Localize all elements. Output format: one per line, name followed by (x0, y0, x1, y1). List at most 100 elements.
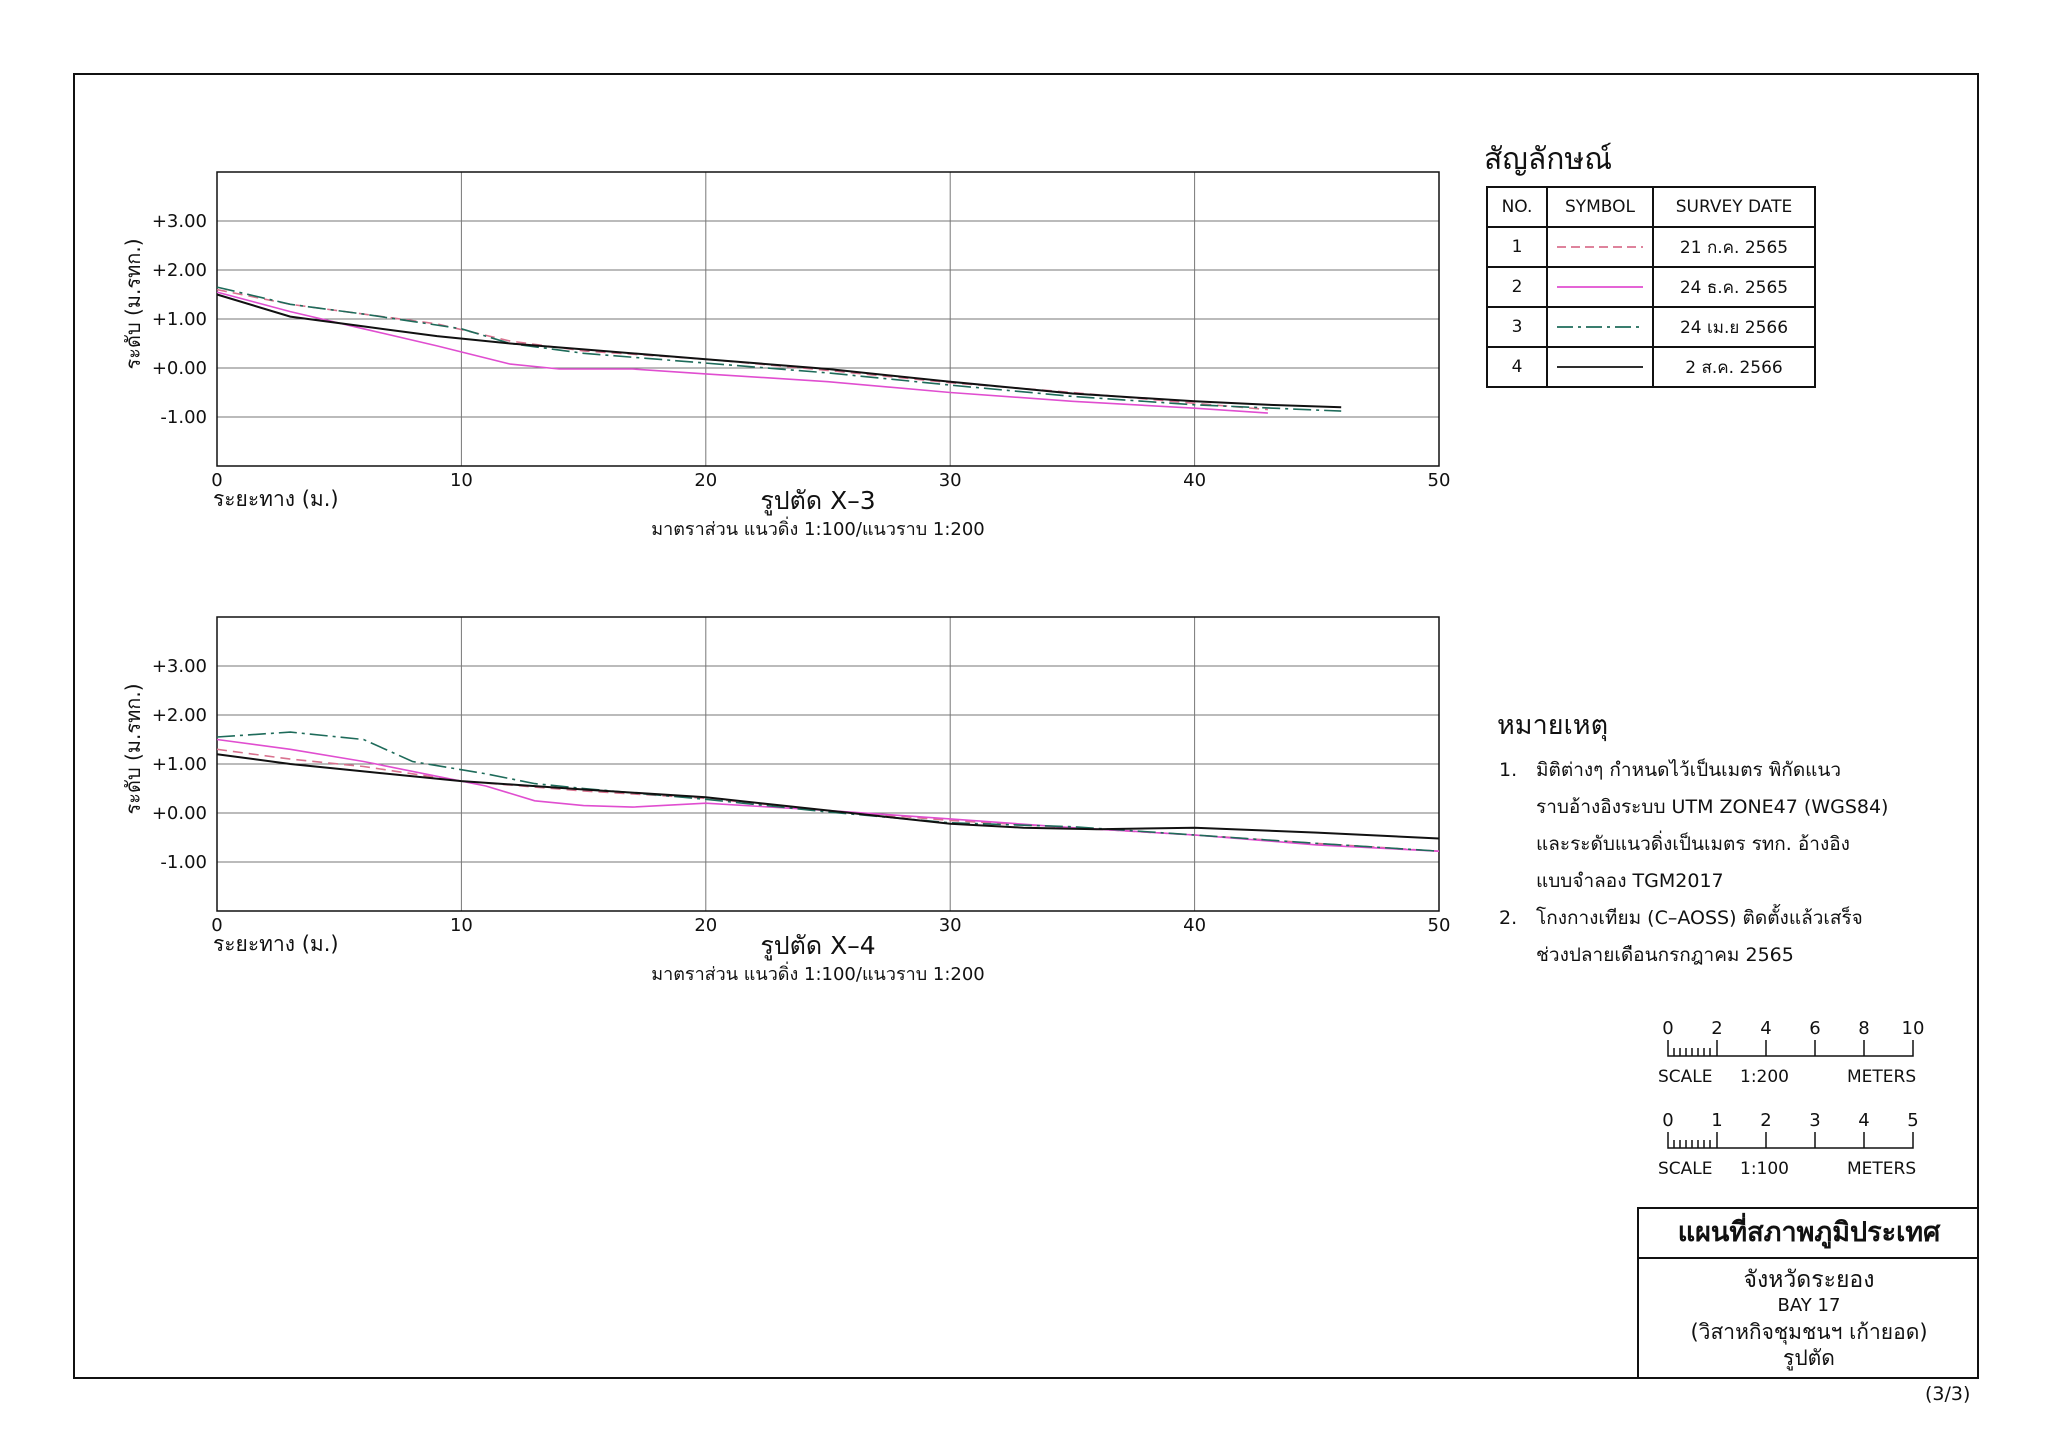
y-axis-label: ระดับ (ม.รทก.) (121, 238, 145, 369)
scale-label: SCALE (1658, 1159, 1713, 1179)
legend-symbol-dash-dot (1546, 306, 1654, 348)
legend-row-no: 4 (1486, 346, 1548, 388)
legend-header-no: NO. (1486, 186, 1548, 228)
x-axis-label: ระยะทาง (ม.) (213, 932, 339, 956)
scale-label: SCALE (1658, 1067, 1713, 1087)
series-line-4 (216, 293, 1342, 409)
x-axis-label: ระยะทาง (ม.) (213, 487, 339, 511)
scale-bars: 0 2 4 6 8 10 SCALE 1:200 METERS 0 1 2 3 … (1658, 1018, 1925, 1179)
title-block: แผนที่สภาพภูมิประเทศ จังหวัดระยอง BAY 17… (1637, 1207, 1979, 1379)
note-text: โกงกางเทียม (C–AOSS) ติดตั้งแล้วเสร็จ ช่… (1536, 900, 1939, 974)
note-line: โกงกางเทียม (C–AOSS) ติดตั้งแล้วเสร็จ (1536, 907, 1863, 929)
x-tick-label: 50 (1428, 915, 1451, 936)
x-tick-label: 0 (211, 470, 222, 491)
x-tick-label: 20 (694, 915, 717, 936)
legend-row-date: 21 ก.ค. 2565 (1652, 226, 1816, 268)
note-line: ช่วงปลายเดือนกรกฎาคม 2565 (1536, 944, 1794, 966)
scale-tick-label: 2 (1760, 1110, 1771, 1131)
legend-row-date: 2 ส.ค. 2566 (1652, 346, 1816, 388)
legend-row-no: 3 (1486, 306, 1548, 348)
legend-symbol-solid-magenta (1546, 266, 1654, 308)
legend-row-no: 1 (1486, 226, 1548, 268)
x-tick-label: 20 (694, 470, 717, 491)
legend-row-date: 24 ธ.ค. 2565 (1652, 266, 1816, 308)
legend-row: 1 21 ก.ค. 2565 (1486, 226, 1816, 268)
y-tick-label: +0.00 (152, 358, 207, 379)
note-text: มิติต่างๆ กำหนดไว้เป็นเมตร พิกัดแนว ราบอ… (1536, 752, 1939, 900)
scale-tick-label: 3 (1809, 1110, 1820, 1131)
x-tick-label: 40 (1183, 470, 1206, 491)
y-tick-label: +3.00 (152, 656, 207, 677)
x-tick-label: 50 (1428, 470, 1451, 491)
scale-tick-label: 5 (1907, 1110, 1918, 1131)
series-line-1 (216, 288, 1268, 411)
y-axis-label: ระดับ (ม.รทก.) (121, 683, 145, 814)
y-tick-label: +1.00 (152, 754, 207, 775)
x-tick-label: 30 (939, 470, 962, 491)
section-scale-subtitle: มาตราส่วน แนวดิ่ง 1:100/แนวราบ 1:200 (651, 961, 985, 985)
title-block-province: จังหวัดระยอง (1743, 1267, 1875, 1293)
legend-row: 4 2 ส.ค. 2566 (1486, 346, 1816, 388)
x-tick-label: 10 (450, 470, 473, 491)
plot-frame (216, 171, 1440, 467)
drawing-frame (73, 73, 1979, 1379)
scale-unit: METERS (1847, 1067, 1916, 1087)
scale-bar-1-100: 0 1 2 3 4 5 SCALE 1:100 METERS (1658, 1110, 1919, 1179)
scale-tick-label: 6 (1809, 1018, 1820, 1039)
scale-tick-label: 8 (1858, 1018, 1869, 1039)
legend-header-date: SURVEY DATE (1652, 186, 1816, 228)
legend-header-row: NO. SYMBOL SURVEY DATE (1486, 186, 1816, 228)
note-item: 1. มิติต่างๆ กำหนดไว้เป็นเมตร พิกัดแนว ร… (1499, 752, 1939, 900)
scale-tick-label: 1 (1711, 1110, 1722, 1131)
section-title: รูปตัด X–4 (760, 931, 875, 961)
scale-tick-label: 4 (1760, 1018, 1771, 1039)
y-tick-label: +1.00 (152, 309, 207, 330)
note-number: 1. (1499, 759, 1518, 781)
title-block-title: แผนที่สภาพภูมิประเทศ (1639, 1209, 1979, 1259)
x-tick-label: 10 (450, 915, 473, 936)
scale-ratio: 1:200 (1740, 1067, 1789, 1087)
scale-ratio: 1:100 (1740, 1159, 1789, 1179)
scale-tick-label: 0 (1662, 1110, 1673, 1131)
legend-table: NO. SYMBOL SURVEY DATE 1 21 ก.ค. 2565 2 … (1486, 186, 1816, 388)
series-line-1 (216, 748, 1440, 852)
scale-tick-label: 4 (1858, 1110, 1869, 1131)
plot-frame (216, 616, 1440, 912)
x-tick-label: 40 (1183, 915, 1206, 936)
scale-tick-label: 0 (1662, 1018, 1673, 1039)
legend-symbol-solid-black (1546, 346, 1654, 388)
section-scale-subtitle: มาตราส่วน แนวดิ่ง 1:100/แนวราบ 1:200 (651, 516, 985, 540)
page-number: (3/3) (1925, 1383, 1971, 1405)
note-line: แบบจำลอง TGM2017 (1536, 870, 1724, 892)
series-line-4 (216, 753, 1440, 840)
x-tick-label: 0 (211, 915, 222, 936)
note-number: 2. (1499, 907, 1518, 929)
note-line: มิติต่างๆ กำหนดไว้เป็นเมตร พิกัดแนว (1536, 759, 1842, 781)
legend-symbol-dashed (1546, 226, 1654, 268)
scale-unit: METERS (1847, 1159, 1916, 1179)
note-line: ราบอ้างอิงระบบ UTM ZONE47 (WGS84) (1536, 796, 1889, 818)
series-line-3 (216, 286, 1342, 412)
legend-title: สัญลักษณ์ (1484, 142, 1613, 177)
y-tick-label: -1.00 (160, 407, 207, 428)
legend-row-date: 24 เม.ย 2566 (1652, 306, 1816, 348)
series-line-2 (216, 291, 1268, 414)
cross-section-charts: 0 10 20 30 40 50 +3.00 +2.00 +1.00 +0.00 -1.00 ระยะ… (121, 171, 1451, 985)
legend-row: 3 24 เม.ย 2566 (1486, 306, 1816, 348)
legend-row-no: 2 (1486, 266, 1548, 308)
x-tick-label: 30 (939, 915, 962, 936)
y-tick-label: +2.00 (152, 705, 207, 726)
note-line: และระดับแนวดิ่งเป็นเมตร รทก. อ้างอิง (1536, 833, 1850, 855)
section-title: รูปตัด X–3 (760, 486, 875, 516)
y-tick-label: +0.00 (152, 803, 207, 824)
y-tick-label: +3.00 (152, 211, 207, 232)
y-tick-label: -1.00 (160, 852, 207, 873)
legend-header-symbol: SYMBOL (1546, 186, 1654, 228)
title-block-community: (วิสาหกิจชุมชนฯ เก้ายอด) (1690, 1320, 1928, 1344)
scale-tick-label: 10 (1902, 1018, 1925, 1039)
legend-row: 2 24 ธ.ค. 2565 (1486, 266, 1816, 308)
title-block-bay: BAY 17 (1777, 1295, 1841, 1316)
series-line-3 (216, 731, 1440, 852)
scale-bar-ticks (1667, 1040, 1914, 1057)
title-block-sheet-type: รูปตัด (1783, 1346, 1835, 1370)
